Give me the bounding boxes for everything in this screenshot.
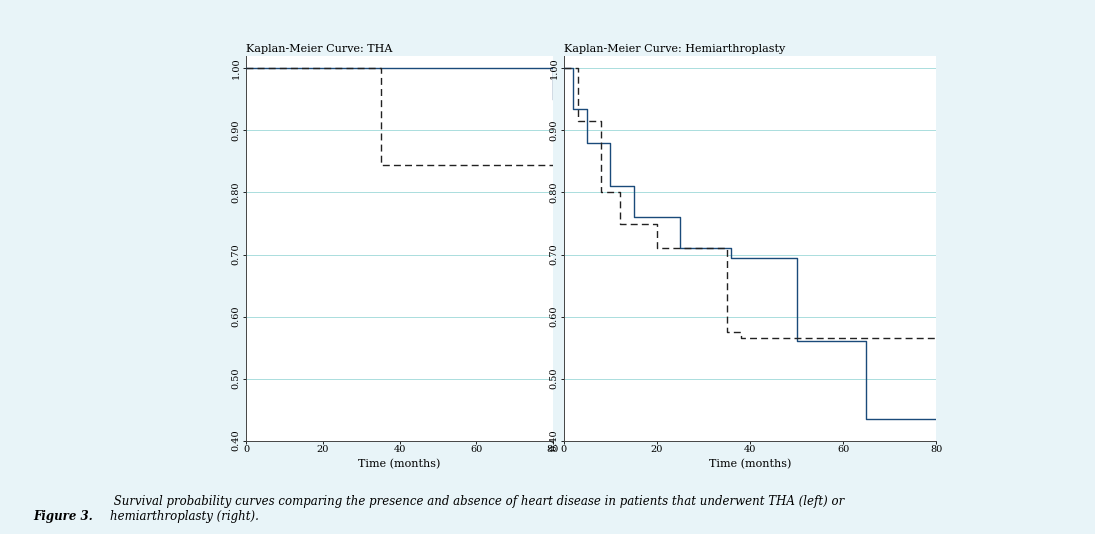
Text: Survival probability curves comparing the presence and absence of heart disease : Survival probability curves comparing th… (110, 496, 844, 523)
X-axis label: Time (months): Time (months) (708, 459, 792, 469)
Text: Figure 3.: Figure 3. (33, 511, 93, 523)
X-axis label: Time (months): Time (months) (358, 459, 441, 469)
Text: Kaplan-Meier Curve: Hemiarthroplasty: Kaplan-Meier Curve: Hemiarthroplasty (564, 44, 785, 54)
Text: Kaplan-Meier Curve: THA: Kaplan-Meier Curve: THA (246, 44, 393, 54)
